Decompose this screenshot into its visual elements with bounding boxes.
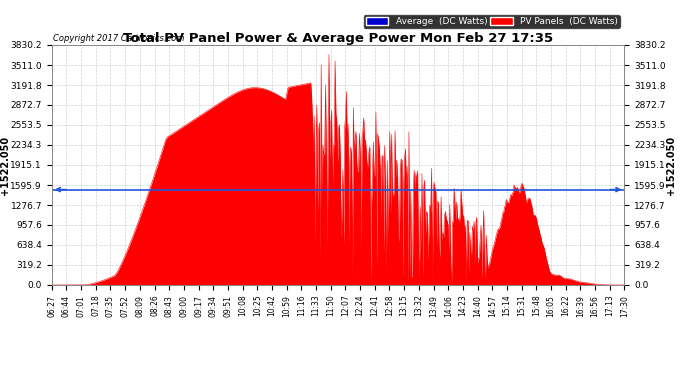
Legend: Average  (DC Watts), PV Panels  (DC Watts): Average (DC Watts), PV Panels (DC Watts) [364, 15, 620, 28]
Title: Total PV Panel Power & Average Power Mon Feb 27 17:35: Total PV Panel Power & Average Power Mon… [123, 32, 553, 45]
Text: Copyright 2017 Cartronics.com: Copyright 2017 Cartronics.com [53, 34, 184, 43]
Y-axis label: +1522.050: +1522.050 [666, 135, 676, 195]
Y-axis label: +1522.050: +1522.050 [1, 135, 10, 195]
